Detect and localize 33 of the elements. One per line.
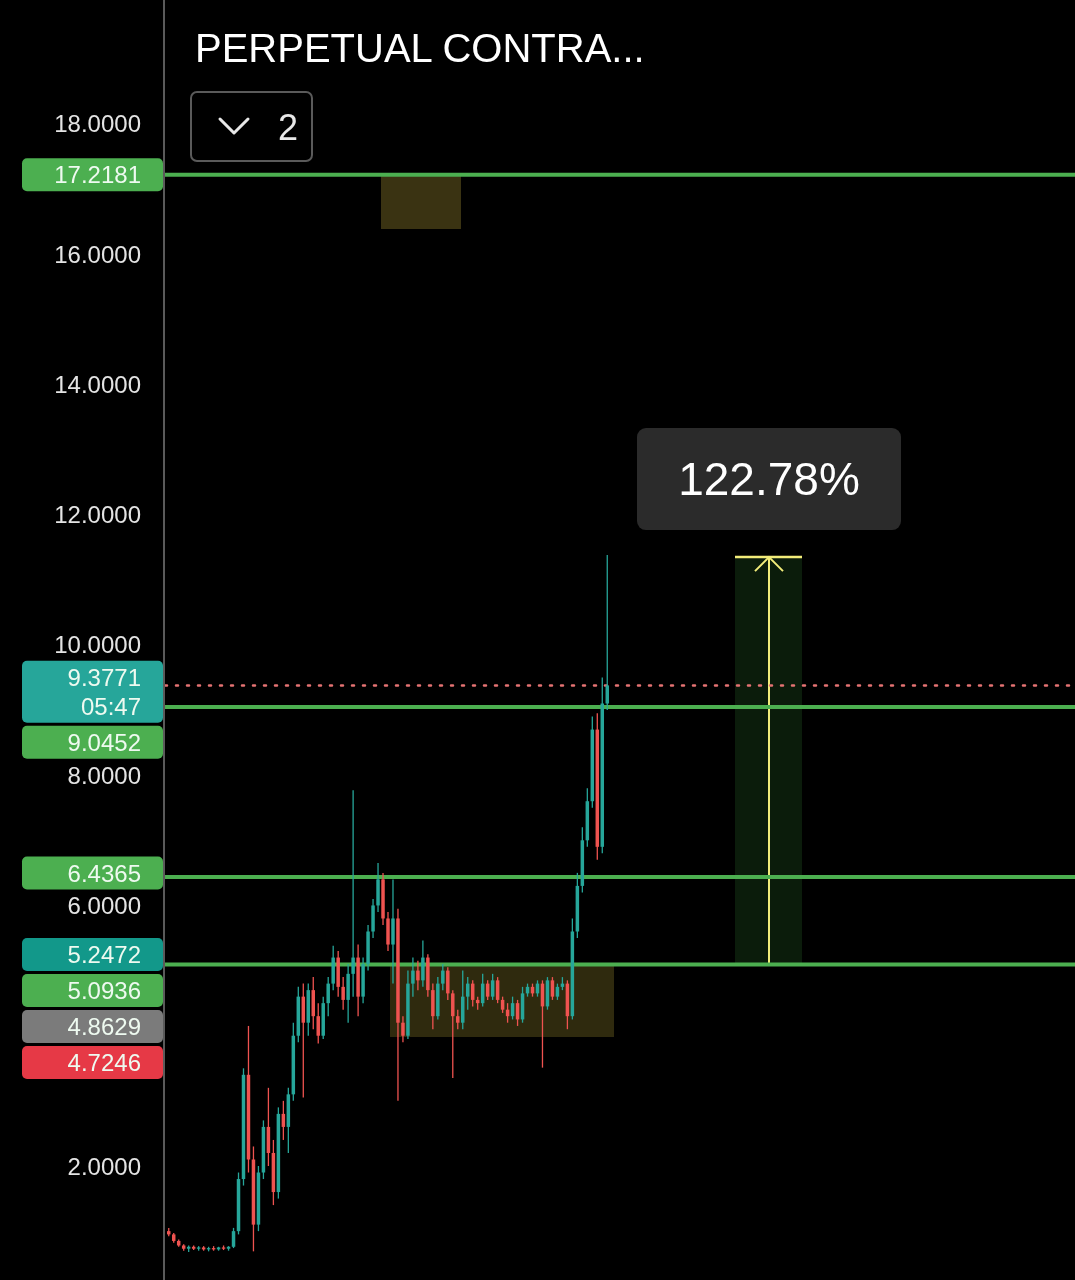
candlestick (605, 554, 609, 711)
ref-line-label: 9.3771 (67, 663, 141, 691)
candlestick (421, 939, 425, 988)
y-tick-label: 16.0000 (54, 240, 141, 268)
ref-line-label: 9.0452 (67, 728, 141, 756)
text: 4.7246 (67, 1048, 141, 1076)
candlestick (451, 989, 455, 1079)
text: PERPETUAL CONTRA... (195, 26, 645, 70)
annotation: 2 (277, 106, 299, 148)
text: 05:47 (80, 692, 141, 720)
candlestick (326, 976, 330, 1017)
y-tick-label: 2.0000 (67, 1152, 141, 1180)
candlestick (416, 960, 420, 991)
y-tick-label: 18.0000 (54, 110, 141, 138)
ref-line-label: 5.0936 (67, 976, 141, 1004)
candlestick (411, 956, 415, 998)
ref-line-label: 6.4365 (67, 859, 141, 887)
candlestick (456, 1009, 460, 1030)
y-tick-label: 14.0000 (54, 370, 141, 398)
ref-line-label: 17.2181 (54, 161, 141, 189)
candlestick (446, 966, 450, 1001)
y-tick-label: 10.0000 (54, 631, 141, 659)
text: 5.2472 (67, 940, 141, 968)
candlestick (441, 963, 445, 991)
candlestick (401, 1015, 405, 1043)
text: 122.78% (678, 453, 860, 506)
candlestick (351, 789, 355, 998)
candlestick (341, 976, 345, 1011)
candlestick (316, 1002, 320, 1045)
y-tick-label: 8.0000 (67, 761, 141, 789)
text: 4.8629 (67, 1012, 141, 1040)
y-tick-label: 6.0000 (67, 891, 141, 919)
y-tick-label: 12.0000 (54, 501, 141, 529)
